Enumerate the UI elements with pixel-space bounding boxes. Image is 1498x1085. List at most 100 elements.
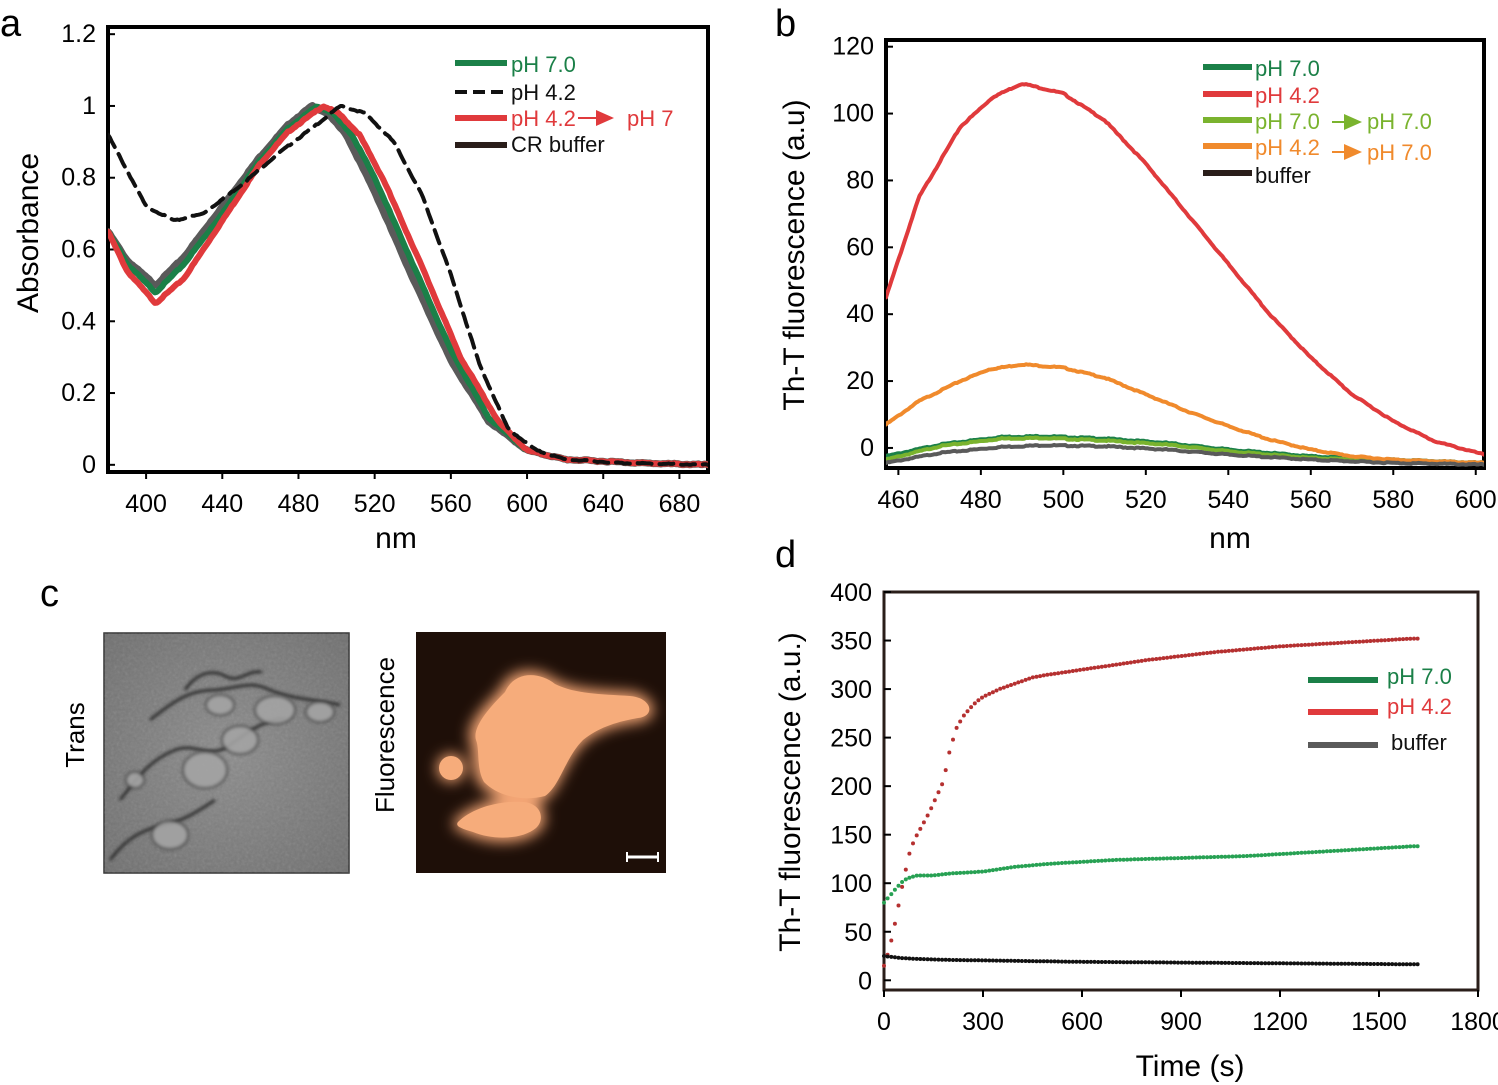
panel-a-y-ticks: 0 0.2 0.4 0.6 0.8 1 1.2 — [61, 20, 115, 479]
legend-label-ph42-start: pH 4.2 — [1255, 135, 1320, 160]
data-point — [1234, 854, 1239, 859]
data-point — [1379, 962, 1384, 966]
data-point — [1165, 655, 1170, 660]
y-tick-label: 300 — [830, 676, 872, 704]
data-point — [885, 954, 890, 959]
data-point — [911, 956, 915, 961]
data-point — [1092, 859, 1097, 864]
data-point — [1034, 674, 1039, 679]
data-point — [1321, 961, 1326, 966]
legend-label-buffer: buffer — [1255, 163, 1311, 188]
data-point — [1252, 961, 1257, 966]
panel-b-frame — [884, 38, 1486, 470]
data-point — [1226, 960, 1231, 965]
data-point — [1121, 960, 1126, 965]
data-point — [1161, 856, 1166, 861]
x-tick-label: 640 — [582, 490, 624, 518]
data-point — [1408, 962, 1413, 967]
y-tick-label: 80 — [846, 166, 874, 194]
data-point — [1230, 854, 1235, 859]
x-tick-label: 480 — [278, 490, 320, 518]
data-point — [892, 887, 897, 892]
data-point — [911, 874, 915, 879]
data-point — [1234, 648, 1239, 653]
y-tick-label: 0 — [82, 451, 96, 479]
data-point — [1216, 649, 1220, 654]
data-point — [1081, 667, 1086, 672]
data-point — [900, 884, 905, 889]
data-point — [1263, 961, 1268, 966]
data-point — [1357, 639, 1362, 644]
data-point — [1143, 857, 1148, 861]
data-point — [1361, 847, 1366, 852]
data-point — [1245, 647, 1249, 652]
x-tick-label: 500 — [1042, 486, 1084, 514]
data-point — [1401, 844, 1406, 849]
legend-label-ph42: pH 4.2 — [1387, 694, 1452, 719]
x-tick-label: 520 — [1125, 486, 1167, 514]
panel-a-legend: pH 7.0 pH 4.2 pH 4.2 pH 7 CR buffer — [455, 52, 673, 157]
data-point — [980, 958, 984, 963]
data-point — [969, 705, 974, 710]
data-point — [1009, 958, 1013, 963]
data-point — [914, 873, 919, 878]
x-tick-label: 1500 — [1351, 1008, 1407, 1036]
data-point — [1161, 656, 1166, 661]
data-point — [1404, 962, 1409, 967]
data-point — [907, 851, 912, 856]
data-point — [1139, 857, 1144, 862]
data-point — [1056, 861, 1061, 866]
panel-b-x-axis-label: nm — [1209, 522, 1251, 555]
legend-label-ph70: pH 7.0 — [1255, 56, 1320, 81]
data-point — [918, 957, 923, 961]
data-point — [1088, 666, 1093, 671]
data-point — [987, 868, 992, 873]
data-point — [1368, 639, 1373, 643]
data-point — [1415, 636, 1420, 641]
data-point — [1023, 959, 1028, 963]
data-point — [1056, 671, 1061, 676]
data-point — [1324, 961, 1329, 966]
data-point — [1041, 862, 1046, 867]
data-point — [921, 820, 926, 825]
series-line-ph-4-2 — [108, 104, 708, 467]
data-point — [972, 870, 977, 875]
data-point — [1295, 851, 1300, 855]
data-point — [1208, 960, 1213, 965]
data-point — [1328, 849, 1333, 854]
data-point — [1303, 850, 1308, 855]
x-tick-label: 520 — [354, 490, 396, 518]
data-point — [1382, 962, 1387, 967]
data-point — [983, 869, 988, 874]
data-point — [1317, 849, 1322, 854]
data-point — [1194, 652, 1199, 657]
y-tick-label: 0.4 — [61, 307, 96, 335]
data-point — [943, 872, 948, 876]
y-tick-label: 0 — [858, 967, 872, 995]
data-point — [1081, 859, 1086, 864]
data-point — [1382, 638, 1387, 643]
data-point — [1212, 855, 1217, 859]
y-tick-label: 0.8 — [61, 164, 96, 192]
data-point — [1121, 857, 1126, 862]
panel-d-y-ticks: 0 50 100 150 200 250 300 350 400 — [830, 579, 891, 995]
data-point — [994, 867, 999, 872]
data-point — [1067, 959, 1072, 964]
data-point — [1096, 960, 1101, 964]
y-tick-label: 400 — [830, 579, 872, 607]
y-tick-label: 0.2 — [61, 379, 96, 407]
x-tick-label: 300 — [962, 1008, 1004, 1036]
data-point — [1157, 960, 1162, 965]
data-point — [961, 958, 966, 963]
data-point — [1114, 960, 1119, 965]
data-point — [1393, 637, 1398, 642]
data-point — [1321, 641, 1326, 646]
fluorescence-caption: Fluorescence — [370, 657, 400, 813]
data-point — [1012, 864, 1017, 869]
data-point — [1368, 846, 1373, 851]
y-tick-label: 200 — [830, 773, 872, 801]
data-point — [1372, 638, 1376, 643]
data-point — [998, 867, 1003, 871]
data-point — [1368, 962, 1373, 966]
panel-a-x-ticks: 400 440 480 520 560 600 640 680 — [125, 472, 700, 518]
